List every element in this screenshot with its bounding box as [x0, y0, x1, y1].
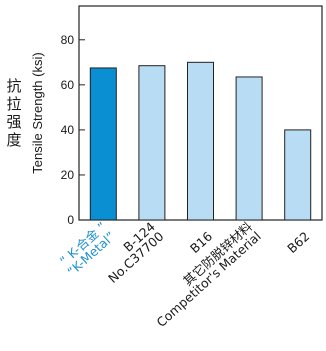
bar: [284, 129, 312, 221]
y-axis-chinese-title: 抗 拉 强 度: [6, 77, 21, 149]
bar: [235, 76, 263, 221]
y-title-cn-char: 抗: [6, 77, 21, 95]
bar: [89, 67, 117, 221]
x-category-label: “ K-合金 ”“K-Metal”: [56, 219, 118, 279]
y-tick-label: 20: [61, 168, 75, 182]
bar: [187, 61, 214, 221]
y-title-cn-char: 度: [6, 131, 21, 149]
y-tick-label: 60: [61, 78, 75, 92]
y-axis-title: Tensile Strength (ksi): [30, 52, 45, 173]
x-category-label-line: B62: [284, 229, 312, 257]
y-title-cn-char: 强: [6, 113, 21, 131]
y-title-cn-char: 拉: [6, 95, 21, 113]
x-category-label: B62: [284, 229, 312, 257]
y-tick-label: 0: [67, 213, 74, 227]
bar: [138, 65, 166, 221]
y-tick-label: 80: [61, 33, 75, 47]
y-tick-label: 40: [61, 123, 75, 137]
